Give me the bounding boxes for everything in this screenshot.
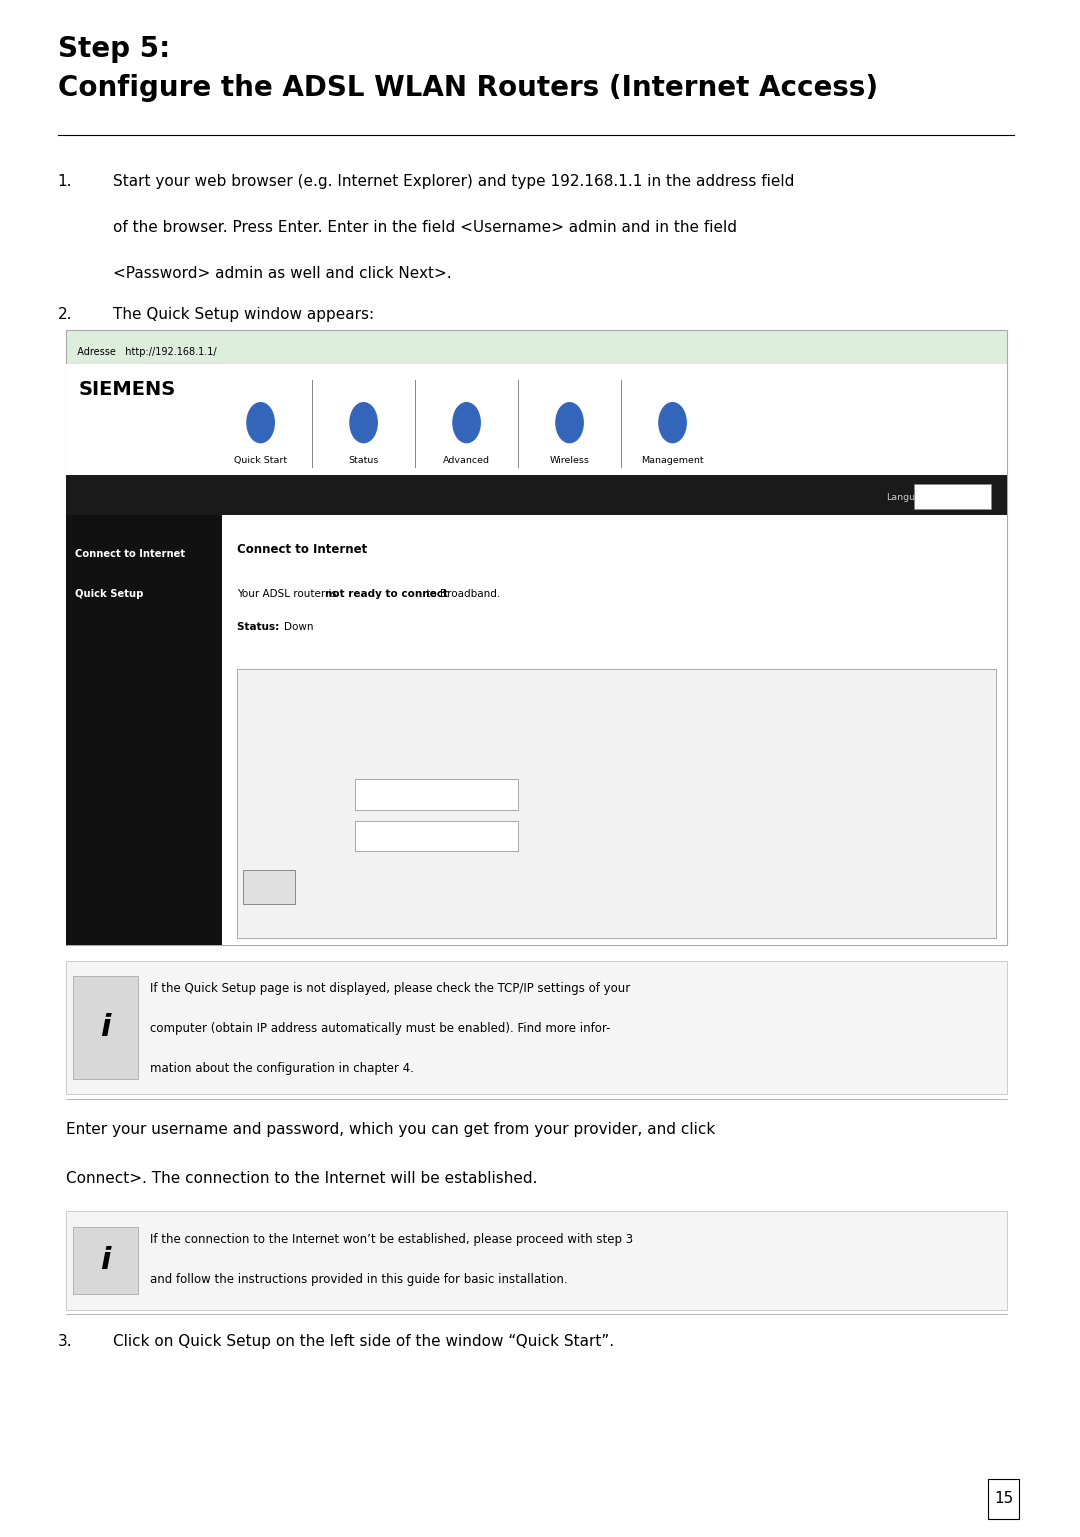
Text: Connect to Internet: Connect to Internet — [238, 543, 367, 555]
Text: If the connection to the Internet won’t be established, please proceed with step: If the connection to the Internet won’t … — [150, 1233, 633, 1245]
Text: i: i — [99, 1247, 110, 1274]
Text: Wireless: Wireless — [550, 456, 590, 466]
Text: pppoe_8_35_1: pppoe_8_35_1 — [355, 724, 426, 735]
Text: Broadband User Name: Broadband User Name — [243, 807, 353, 818]
Text: of the browser. Press Enter. Enter in the field <Username> admin and in the fiel: of the browser. Press Enter. Enter in th… — [113, 220, 738, 235]
Text: Click on Quick Setup on the left side of the window “Quick Start”.: Click on Quick Setup on the left side of… — [113, 1334, 615, 1349]
Circle shape — [350, 403, 377, 443]
FancyBboxPatch shape — [243, 870, 295, 904]
Bar — [66, 475, 1007, 515]
Circle shape — [247, 403, 274, 443]
Text: Start your web browser (e.g. Internet Explorer) and type 192.168.1.1 in the addr: Start your web browser (e.g. Internet Ex… — [113, 174, 795, 189]
Text: 15: 15 — [994, 1491, 1013, 1506]
FancyBboxPatch shape — [66, 330, 1007, 364]
Text: Adresse   http://192.168.1.1/: Adresse http://192.168.1.1/ — [71, 347, 217, 357]
Bar — [66, 515, 221, 945]
Bar — [66, 364, 1007, 475]
Text: computer (obtain IP address automatically must be enabled). Find more infor-: computer (obtain IP address automaticall… — [150, 1022, 611, 1034]
Text: The Quick Setup window appears:: The Quick Setup window appears: — [113, 307, 375, 323]
Circle shape — [453, 403, 481, 443]
Text: Configure the ADSL WLAN Routers (Internet Access): Configure the ADSL WLAN Routers (Interne… — [58, 74, 878, 101]
Text: Advanced: Advanced — [443, 456, 490, 466]
Bar — [221, 515, 1007, 945]
FancyBboxPatch shape — [66, 961, 1007, 1094]
Text: Enter your Broadband user name and password, then click "Connect".: Enter your Broadband user name and passw… — [243, 681, 576, 690]
Text: Status:: Status: — [238, 622, 283, 633]
Text: Connect to Internet: Connect to Internet — [75, 549, 185, 559]
Text: <Password> admin as well and click Next>.: <Password> admin as well and click Next>… — [113, 266, 453, 281]
Text: Internet Connection:: Internet Connection: — [243, 724, 343, 735]
FancyBboxPatch shape — [988, 1479, 1020, 1519]
Text: Down: Down — [284, 622, 313, 633]
Text: Password: Password — [243, 848, 288, 859]
Text: Your ADSL router is: Your ADSL router is — [238, 589, 340, 599]
Text: i: i — [99, 1013, 110, 1042]
FancyBboxPatch shape — [355, 779, 518, 810]
Text: 2.: 2. — [58, 307, 72, 323]
Text: SIEMENS: SIEMENS — [79, 380, 176, 398]
Text: English v: English v — [933, 492, 973, 501]
Text: Connect>. The connection to the Internet will be established.: Connect>. The connection to the Internet… — [66, 1171, 538, 1187]
Text: to Broadband.: to Broadband. — [423, 589, 501, 599]
Text: Quick Setup: Quick Setup — [75, 589, 143, 599]
Text: mation about the configuration in chapter 4.: mation about the configuration in chapte… — [150, 1062, 414, 1074]
FancyBboxPatch shape — [72, 1227, 137, 1294]
Text: and follow the instructions provided in this guide for basic installation.: and follow the instructions provided in … — [150, 1273, 568, 1285]
Text: Connect: Connect — [248, 884, 289, 893]
Text: Step 5:: Step 5: — [58, 35, 170, 63]
Circle shape — [556, 403, 583, 443]
Text: 0 secs: 0 secs — [355, 765, 386, 776]
FancyBboxPatch shape — [355, 821, 518, 851]
Circle shape — [659, 403, 686, 443]
FancyBboxPatch shape — [238, 669, 996, 938]
Text: Enter your username and password, which you can get from your provider, and clic: Enter your username and password, which … — [66, 1122, 715, 1137]
Text: Management: Management — [642, 456, 704, 466]
Text: 3.: 3. — [58, 1334, 72, 1349]
FancyBboxPatch shape — [915, 484, 991, 509]
Text: Total Online Time:: Total Online Time: — [243, 765, 330, 776]
Text: 1.: 1. — [58, 174, 72, 189]
Text: not ready to connect: not ready to connect — [325, 589, 448, 599]
FancyBboxPatch shape — [72, 976, 137, 1079]
Text: Language:: Language: — [886, 493, 936, 503]
Text: Status: Status — [349, 456, 379, 466]
Text: Quick Start: Quick Start — [234, 456, 287, 466]
FancyBboxPatch shape — [66, 1211, 1007, 1310]
Text: If the Quick Setup page is not displayed, please check the TCP/IP settings of yo: If the Quick Setup page is not displayed… — [150, 982, 631, 994]
FancyBboxPatch shape — [66, 364, 1007, 945]
